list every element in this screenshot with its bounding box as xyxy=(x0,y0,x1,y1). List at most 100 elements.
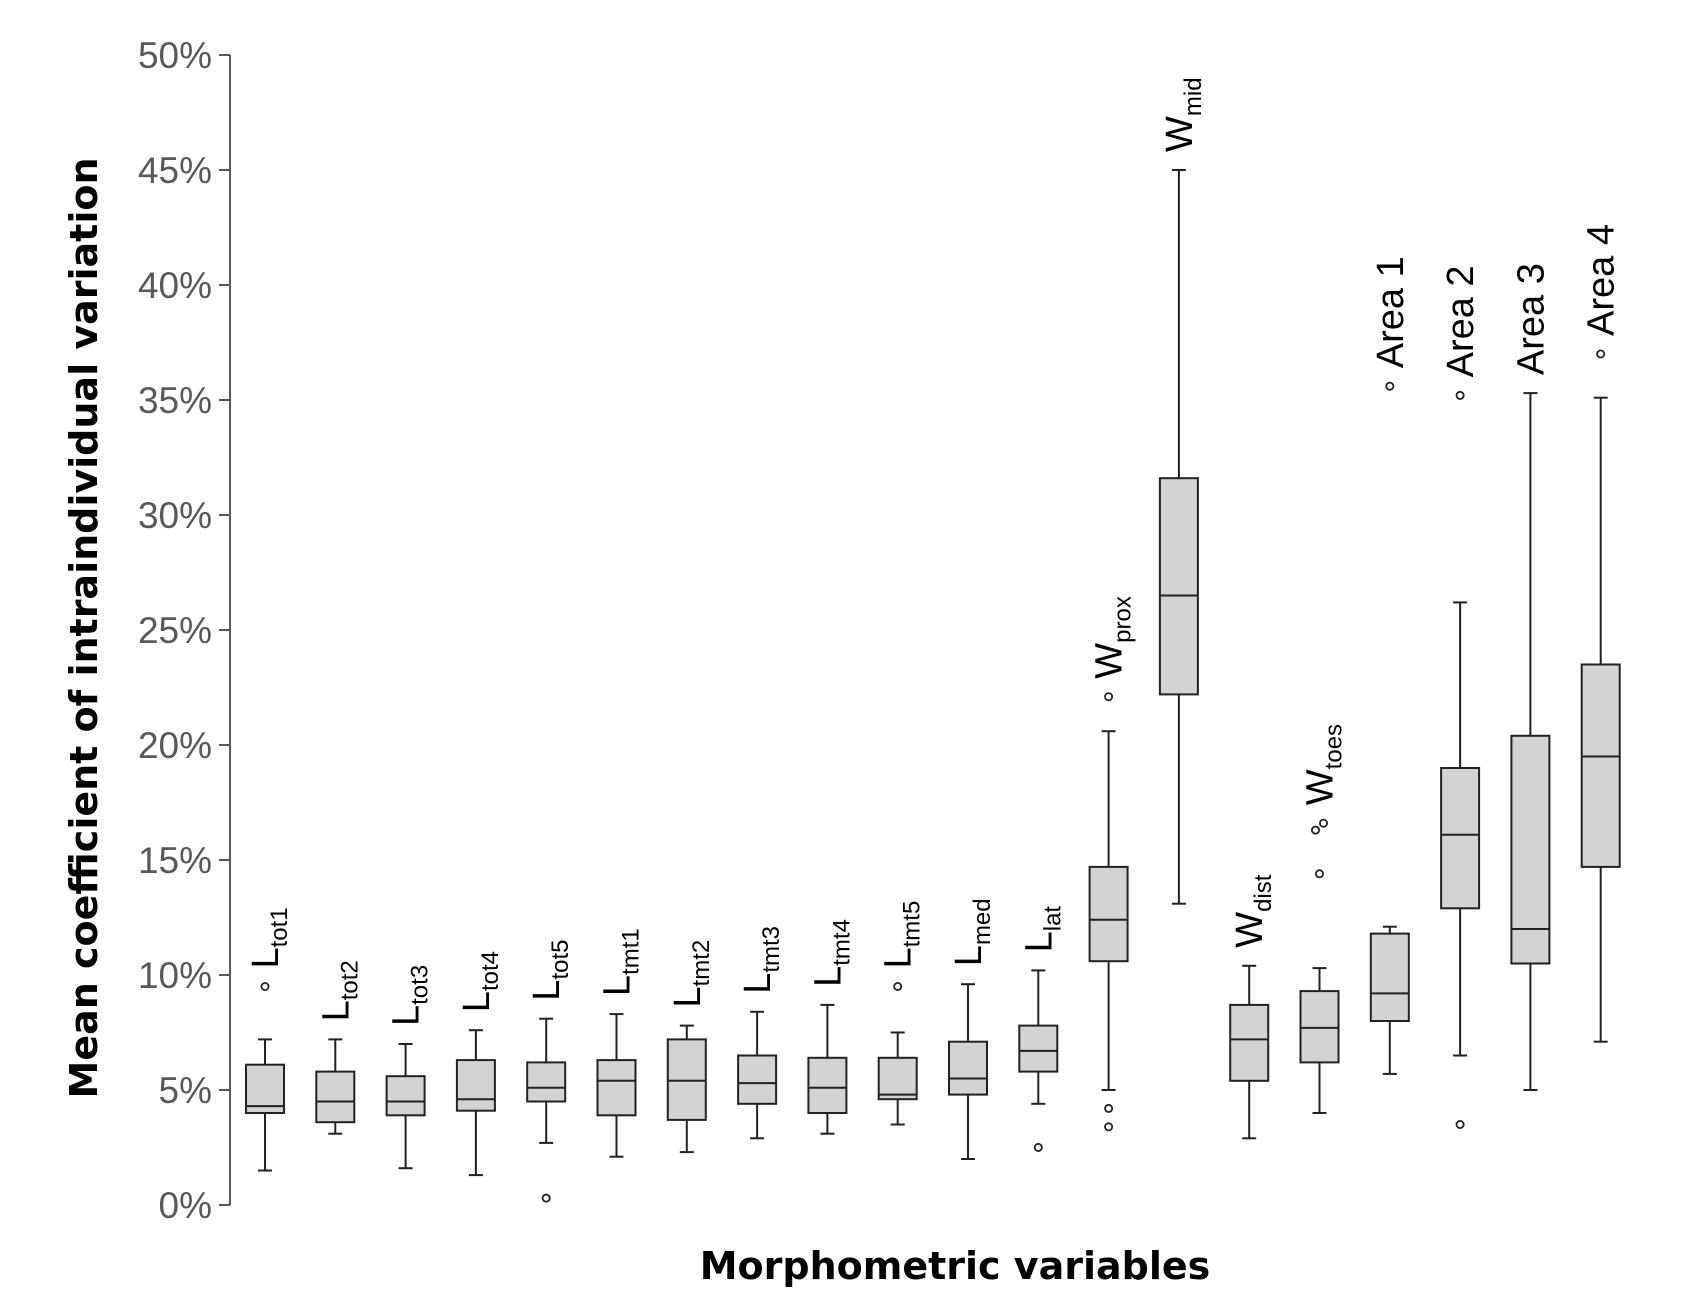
variable-label-main: L xyxy=(807,966,849,987)
box-l-tot5 xyxy=(526,1017,567,1203)
variable-label-subscript: mid xyxy=(1180,77,1207,116)
variable-label-subscript: tmt2 xyxy=(688,940,715,987)
outlier-point xyxy=(1104,692,1114,702)
variable-label: Area 3 xyxy=(1510,263,1552,375)
iqr-box xyxy=(315,1070,356,1124)
box-l-tot4 xyxy=(455,1029,496,1177)
y-tick-label: 0% xyxy=(159,1185,212,1226)
variable-label-main: Area 3 xyxy=(1510,263,1552,375)
variable-label-main: L xyxy=(315,1000,357,1021)
variable-label-main: L xyxy=(456,991,498,1012)
iqr-box xyxy=(526,1061,567,1103)
outlier-point xyxy=(1455,390,1465,400)
variable-label: Wprox xyxy=(1089,596,1137,679)
variable-label-main: W xyxy=(1300,769,1342,805)
variable-label: Area 2 xyxy=(1440,265,1482,377)
iqr-box xyxy=(877,1056,918,1101)
variable-label: Area 1 xyxy=(1370,256,1412,368)
y-tick-label: 45% xyxy=(138,150,212,191)
y-axis-title: Mean coefficient of intraindividual vari… xyxy=(62,158,106,1099)
box-l-med xyxy=(948,983,988,1160)
variable-label-main: L xyxy=(948,945,990,966)
variable-label-subscript: lat xyxy=(1039,906,1066,932)
outlier-point xyxy=(1311,825,1321,835)
outlier-point xyxy=(541,1193,551,1203)
variable-label-subscript: tmt3 xyxy=(758,926,785,973)
variable-label-subscript: toes xyxy=(1321,724,1348,769)
box-area-1 xyxy=(1369,381,1410,1075)
iqr-box xyxy=(737,1054,778,1105)
iqr-box xyxy=(1018,1024,1059,1073)
outlier-point xyxy=(260,982,270,992)
variable-label: Wmid xyxy=(1159,77,1207,152)
variable-label: Ltot1 xyxy=(245,907,293,968)
iqr-box xyxy=(1440,767,1481,910)
y-tick-label: 25% xyxy=(138,610,212,651)
variable-label-main: L xyxy=(878,947,920,968)
y-tick-label: 5% xyxy=(159,1070,212,1111)
variable-label: Llat xyxy=(1018,906,1066,953)
variable-label-subscript: dist xyxy=(1250,874,1277,912)
variable-label: Ltmt4 xyxy=(807,919,855,987)
variable-label-main: W xyxy=(1159,116,1201,152)
variable-label-subscript: med xyxy=(969,898,996,945)
box-area-2 xyxy=(1440,390,1481,1130)
y-tick-label: 30% xyxy=(138,495,212,536)
boxplot-series xyxy=(245,169,1621,1203)
box-l-tmt5 xyxy=(877,982,918,1126)
variable-label-main: L xyxy=(667,986,709,1007)
variable-label-subscript: tot4 xyxy=(477,951,504,991)
variable-label: Ltmt1 xyxy=(597,928,645,996)
variable-label: Wdist xyxy=(1229,874,1277,948)
iqr-box xyxy=(1369,932,1410,1022)
outlier-point xyxy=(1455,1120,1465,1130)
y-tick-label: 20% xyxy=(138,725,212,766)
iqr-box xyxy=(1510,734,1551,965)
variable-label-main: L xyxy=(526,980,568,1001)
variable-label-main: L xyxy=(597,975,639,996)
variable-label: Lmed xyxy=(948,898,996,966)
iqr-box xyxy=(245,1063,285,1114)
variable-label-main: L xyxy=(386,1005,428,1026)
y-tick-label: 10% xyxy=(138,955,212,996)
variable-label-main: L xyxy=(1018,931,1060,952)
box-l-tmt4 xyxy=(807,1003,848,1135)
variable-label-main: Area 2 xyxy=(1440,265,1482,377)
y-axis: 0% 5% 10% 15% 20% 25% 30% 35% 40% 45% 50% xyxy=(138,35,231,1226)
y-tick-label: 15% xyxy=(138,840,212,881)
box-area-3 xyxy=(1510,392,1551,1091)
iqr-box xyxy=(596,1059,637,1117)
outlier-point xyxy=(1385,381,1395,391)
iqr-box xyxy=(948,1040,988,1096)
variable-label: Ltmt5 xyxy=(878,901,926,969)
variable-label-subscript: tot5 xyxy=(547,940,574,980)
variable-label: Ltot5 xyxy=(526,940,574,1001)
variable-label-subscript: tot2 xyxy=(336,960,363,1000)
box-l-lat xyxy=(1018,969,1059,1153)
variable-label-subscript: tot1 xyxy=(266,907,293,947)
box-l-tot1 xyxy=(245,982,285,1172)
iqr-box xyxy=(1299,990,1340,1064)
iqr-box xyxy=(1229,1003,1270,1082)
outlier-point xyxy=(1104,1122,1114,1132)
box-l-tmt1 xyxy=(596,1013,637,1158)
variable-label-main: L xyxy=(737,973,779,994)
iqr-box xyxy=(1158,477,1199,696)
variable-label-subscript: tmt4 xyxy=(828,919,855,966)
variable-label-main: L xyxy=(245,947,287,968)
variable-label-main: W xyxy=(1229,912,1271,948)
outlier-point xyxy=(1596,349,1606,359)
box-w-toes xyxy=(1299,818,1340,1114)
box-l-tot3 xyxy=(385,1043,426,1170)
variable-label: Ltot2 xyxy=(315,960,363,1021)
iqr-box xyxy=(807,1056,848,1115)
box-area-4 xyxy=(1580,349,1621,1043)
box-w-dist xyxy=(1229,964,1270,1140)
variable-label: Ltot3 xyxy=(386,965,434,1026)
variable-label-subscript: tmt1 xyxy=(618,928,645,975)
variable-label: Ltmt3 xyxy=(737,926,785,994)
outlier-point xyxy=(1319,818,1329,828)
outlier-point xyxy=(1033,1143,1043,1153)
